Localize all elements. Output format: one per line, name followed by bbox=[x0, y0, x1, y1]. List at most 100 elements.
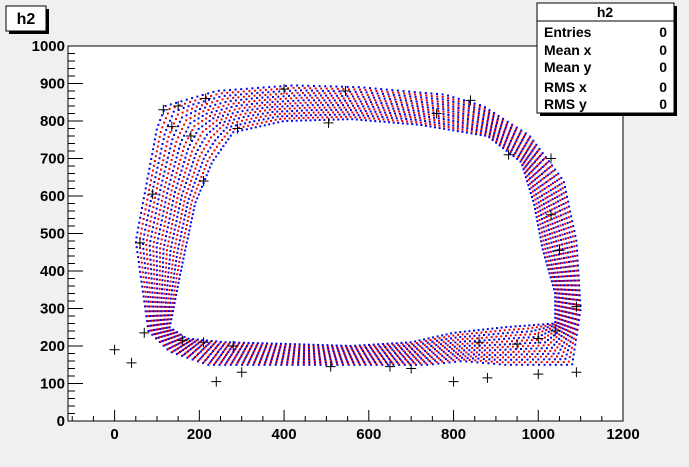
blue-point bbox=[564, 293, 567, 296]
blue-point bbox=[328, 355, 331, 358]
blue-point bbox=[491, 327, 494, 330]
blue-point bbox=[185, 245, 187, 248]
cross-marker bbox=[173, 101, 184, 111]
red-point bbox=[150, 310, 153, 313]
red-point bbox=[256, 122, 259, 125]
red-point bbox=[499, 329, 501, 332]
red-point bbox=[269, 98, 272, 101]
red-point bbox=[326, 345, 329, 348]
blue-point bbox=[540, 213, 543, 216]
blue-point bbox=[538, 328, 541, 331]
stats-value-rms-y: 0 bbox=[659, 96, 667, 112]
blue-point bbox=[509, 127, 512, 129]
blue-point bbox=[332, 90, 335, 93]
blue-point bbox=[379, 360, 382, 363]
blue-point bbox=[386, 363, 389, 366]
red-point bbox=[530, 186, 533, 189]
red-point bbox=[541, 178, 544, 181]
red-point bbox=[248, 359, 251, 362]
red-point bbox=[553, 284, 556, 287]
red-point bbox=[553, 267, 556, 270]
blue-point bbox=[566, 279, 569, 282]
blue-point bbox=[521, 157, 524, 160]
blue-point bbox=[281, 110, 284, 113]
blue-point bbox=[472, 353, 475, 356]
red-point bbox=[251, 353, 254, 355]
red-point bbox=[392, 356, 395, 359]
red-point bbox=[185, 351, 188, 354]
red-point bbox=[247, 362, 250, 365]
cross-marker bbox=[126, 357, 137, 368]
red-point bbox=[382, 350, 385, 353]
blue-point bbox=[208, 166, 211, 169]
red-point bbox=[537, 156, 540, 159]
red-point bbox=[570, 302, 573, 305]
red-point bbox=[555, 254, 558, 256]
blue-point bbox=[444, 342, 447, 345]
red-point bbox=[323, 353, 326, 356]
red-point bbox=[452, 117, 455, 120]
blue-point bbox=[575, 294, 578, 296]
blue-point bbox=[483, 353, 486, 356]
blue-point bbox=[457, 353, 459, 356]
cross-marker bbox=[323, 117, 334, 128]
blue-point bbox=[561, 243, 563, 246]
blue-point bbox=[179, 143, 182, 146]
red-point bbox=[573, 333, 576, 335]
blue-point bbox=[483, 110, 486, 113]
red-point bbox=[437, 114, 440, 117]
red-point bbox=[426, 104, 429, 106]
blue-point bbox=[503, 130, 506, 133]
blue-point bbox=[365, 347, 368, 349]
red-point bbox=[512, 361, 515, 364]
blue-point bbox=[483, 349, 486, 352]
blue-point bbox=[426, 363, 429, 366]
blue-point bbox=[237, 117, 240, 120]
red-point bbox=[226, 352, 229, 355]
red-point bbox=[203, 147, 206, 150]
blue-point bbox=[433, 116, 435, 119]
blue-point bbox=[493, 132, 496, 135]
blue-point bbox=[550, 218, 553, 221]
red-point bbox=[502, 132, 505, 135]
blue-point bbox=[554, 280, 557, 283]
blue-point bbox=[159, 152, 162, 155]
blue-point bbox=[532, 185, 535, 188]
blue-point bbox=[156, 305, 159, 308]
red-point bbox=[402, 356, 405, 359]
blue-point bbox=[540, 244, 543, 247]
blue-point bbox=[261, 354, 264, 357]
blue-point bbox=[567, 316, 570, 319]
red-point bbox=[243, 106, 246, 109]
blue-point bbox=[574, 279, 576, 282]
blue-point bbox=[185, 206, 188, 209]
red-point bbox=[178, 260, 181, 263]
blue-point bbox=[248, 121, 251, 124]
blue-point bbox=[189, 348, 192, 351]
blue-point bbox=[177, 108, 180, 111]
red-point bbox=[278, 108, 281, 110]
blue-point bbox=[155, 207, 158, 210]
blue-point bbox=[556, 271, 559, 274]
blue-point bbox=[338, 99, 341, 102]
blue-point bbox=[346, 85, 349, 88]
blue-point bbox=[568, 311, 571, 314]
blue-point bbox=[162, 257, 165, 260]
blue-point bbox=[514, 348, 517, 351]
red-point bbox=[576, 284, 579, 287]
red-point bbox=[180, 184, 183, 187]
blue-point bbox=[486, 123, 488, 126]
blue-point bbox=[509, 152, 512, 155]
red-point bbox=[547, 179, 550, 182]
blue-point bbox=[177, 211, 180, 214]
red-point bbox=[148, 188, 151, 191]
blue-point bbox=[182, 107, 185, 109]
blue-point bbox=[409, 118, 412, 121]
blue-point bbox=[512, 155, 515, 158]
blue-point bbox=[143, 300, 146, 303]
blue-point bbox=[473, 102, 476, 105]
blue-point bbox=[270, 342, 273, 345]
blue-point bbox=[466, 127, 469, 130]
blue-point bbox=[488, 344, 491, 347]
blue-point bbox=[574, 338, 577, 341]
